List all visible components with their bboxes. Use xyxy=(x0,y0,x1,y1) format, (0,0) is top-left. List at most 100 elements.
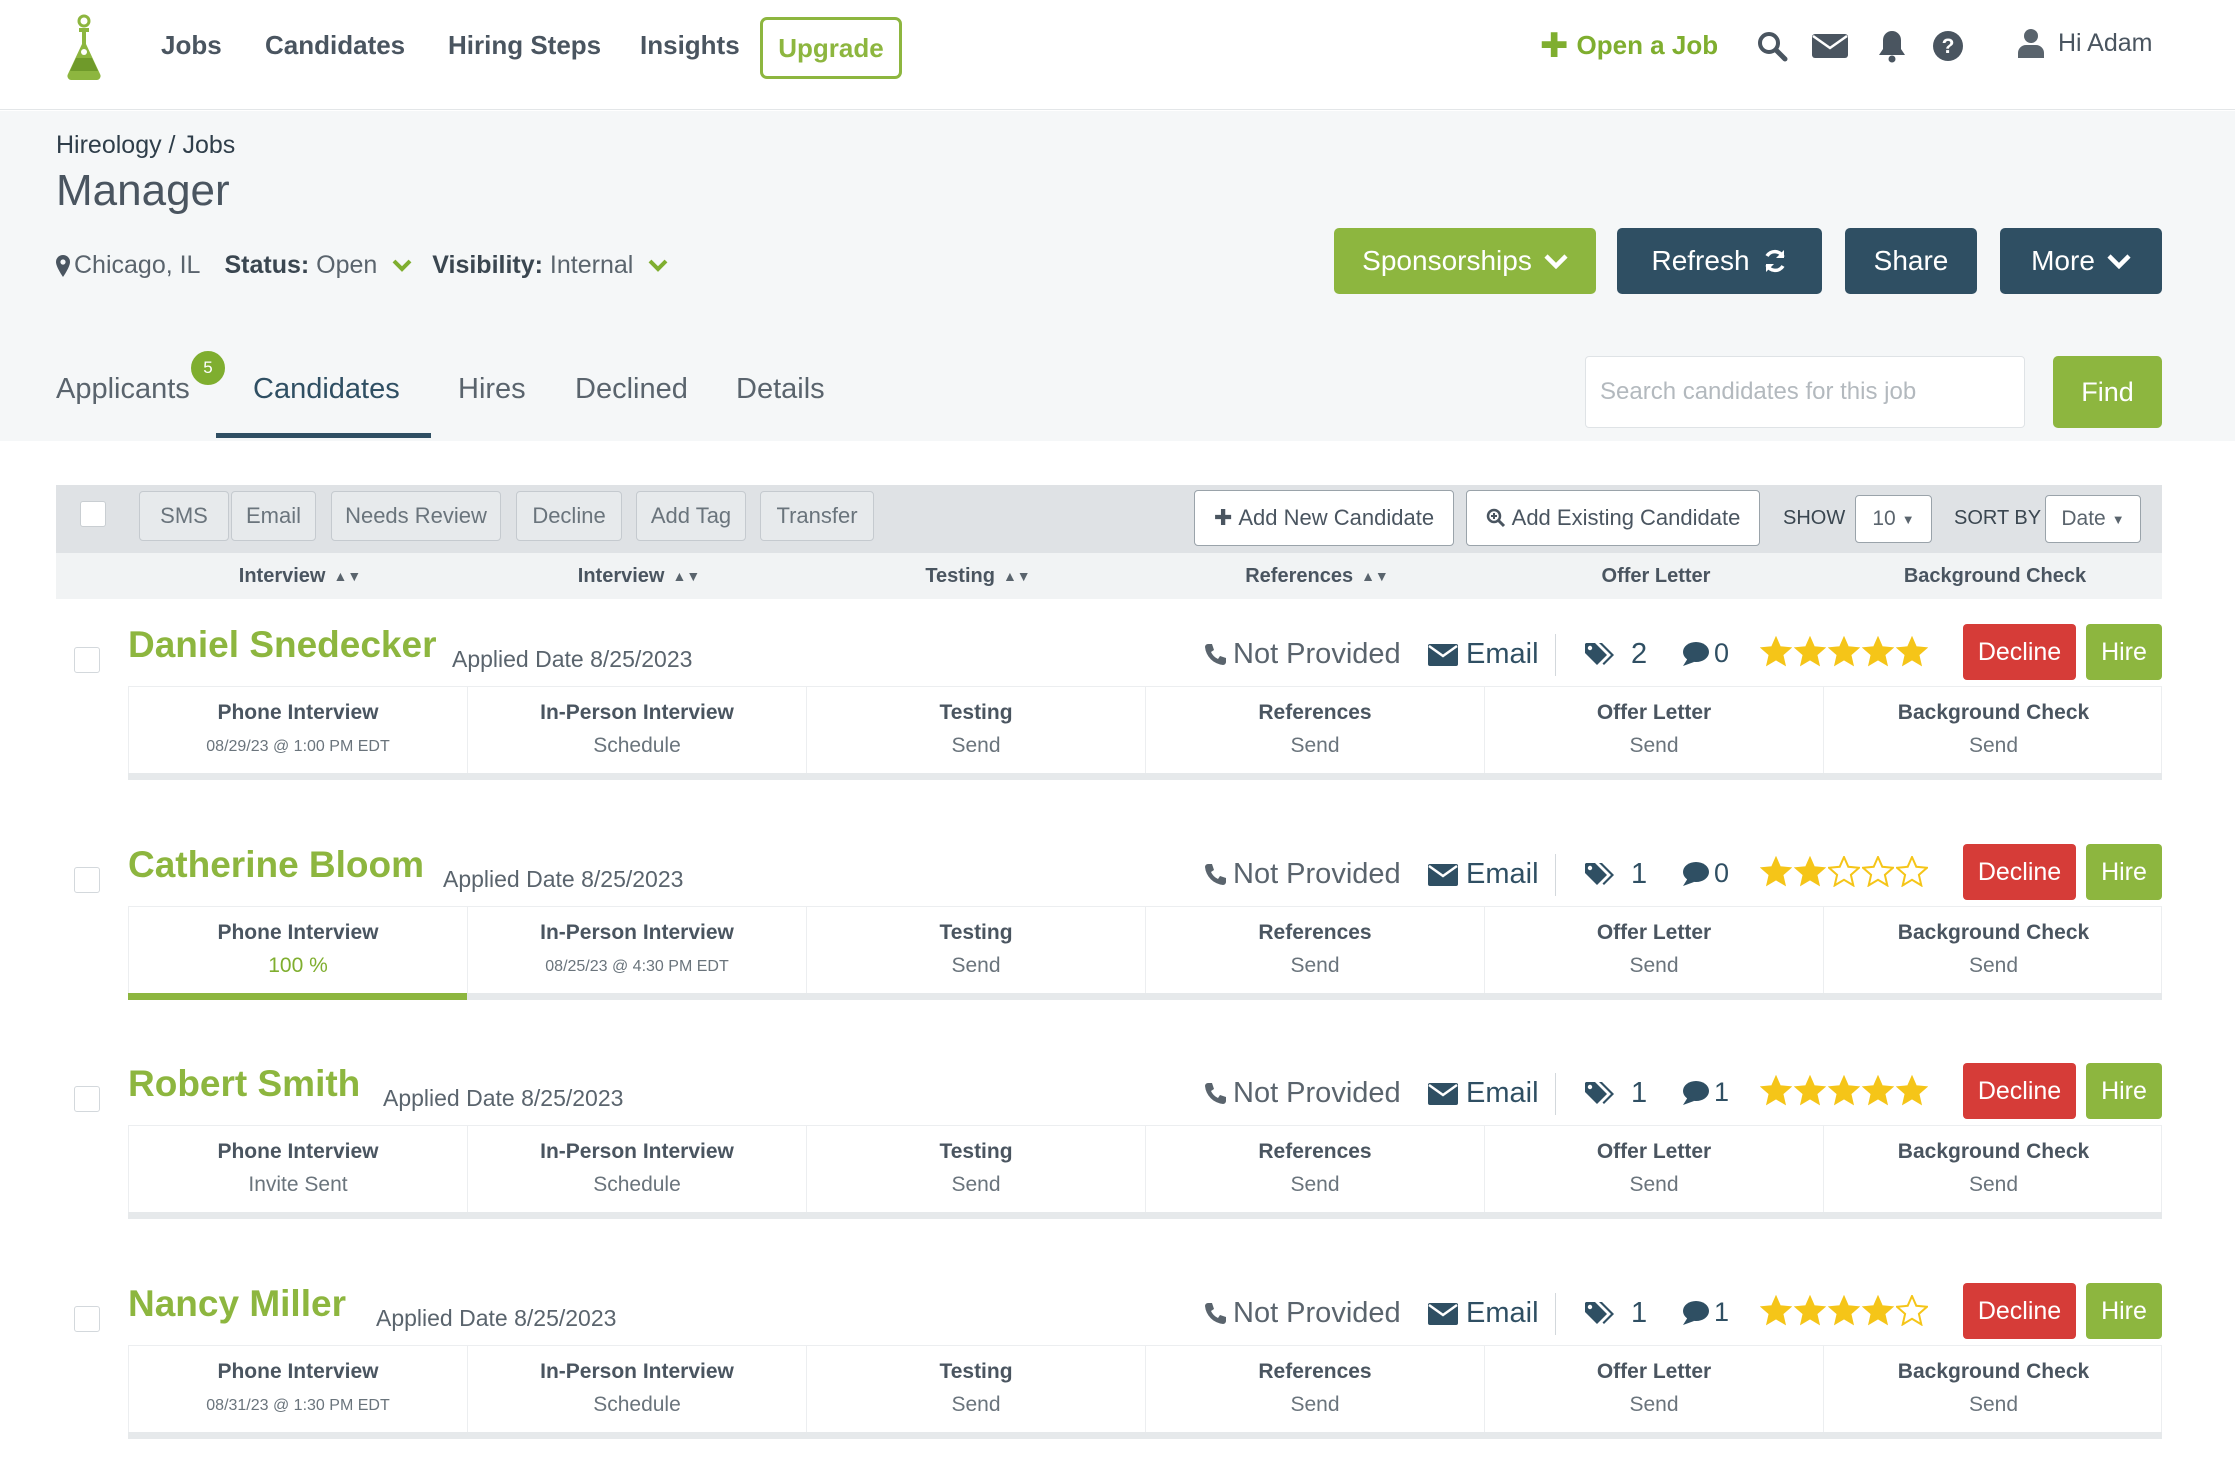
hiring-step-cell[interactable]: Phone Interview 08/29/23 @ 1:00 PM EDT xyxy=(129,687,468,773)
upgrade-button[interactable]: Upgrade xyxy=(760,17,902,79)
add-new-candidate-button[interactable]: ✚ Add New Candidate xyxy=(1194,490,1454,546)
candidate-name[interactable]: Daniel Snedecker xyxy=(128,624,437,665)
column-header[interactable]: Interview ▲▼ xyxy=(130,565,470,588)
candidate-tags[interactable]: 2 xyxy=(1585,638,1647,671)
decline-button[interactable]: Decline xyxy=(1963,844,2076,900)
decline-button[interactable]: Decline xyxy=(1963,624,2076,680)
tab-details[interactable]: Details xyxy=(736,373,825,405)
star-filled-icon[interactable] xyxy=(1760,1295,1792,1326)
add-existing-candidate-button[interactable]: Add Existing Candidate xyxy=(1466,490,1760,546)
star-filled-icon[interactable] xyxy=(1760,636,1792,667)
star-empty-icon[interactable] xyxy=(1828,856,1860,887)
candidate-comments[interactable]: 1 xyxy=(1680,1297,1729,1328)
help-icon[interactable]: ? xyxy=(1930,28,1966,64)
refresh-button[interactable]: Refresh xyxy=(1617,228,1822,294)
star-filled-icon[interactable] xyxy=(1862,1295,1894,1326)
hiring-step-cell[interactable]: References Send xyxy=(1146,1346,1485,1432)
star-filled-icon[interactable] xyxy=(1794,1295,1826,1326)
tab-hires[interactable]: Hires xyxy=(458,373,526,405)
decline-button[interactable]: Decline xyxy=(1963,1063,2076,1119)
hire-button[interactable]: Hire xyxy=(2086,1063,2162,1119)
needs-review-button[interactable]: Needs Review xyxy=(331,491,501,541)
nav-jobs[interactable]: Jobs xyxy=(161,30,222,60)
star-empty-icon[interactable] xyxy=(1896,1295,1928,1326)
candidate-comments[interactable]: 1 xyxy=(1680,1077,1729,1108)
hiring-step-cell[interactable]: Testing Send xyxy=(807,687,1146,773)
star-rating[interactable] xyxy=(1760,856,1928,887)
hiring-step-cell[interactable]: Phone Interview 100 % xyxy=(129,907,468,993)
decline-button[interactable]: Decline xyxy=(1963,1283,2076,1339)
more-button[interactable]: More xyxy=(2000,228,2162,294)
hiring-step-cell[interactable]: In-Person Interview Schedule xyxy=(468,1346,807,1432)
sponsorships-button[interactable]: Sponsorships xyxy=(1334,228,1596,294)
hiring-step-cell[interactable]: Testing Send xyxy=(807,1346,1146,1432)
star-filled-icon[interactable] xyxy=(1896,636,1928,667)
tab-candidates[interactable]: Candidates xyxy=(253,373,400,405)
hiring-step-cell[interactable]: In-Person Interview Schedule xyxy=(468,687,807,773)
hiring-step-cell[interactable]: References Send xyxy=(1146,687,1485,773)
star-filled-icon[interactable] xyxy=(1794,1075,1826,1106)
star-filled-icon[interactable] xyxy=(1862,636,1894,667)
hiring-step-cell[interactable]: In-Person Interview Schedule xyxy=(468,1126,807,1212)
hiring-step-cell[interactable]: Background Check Send xyxy=(1824,1346,2163,1432)
hireology-logo-icon[interactable] xyxy=(58,14,110,84)
candidate-tags[interactable]: 1 xyxy=(1585,858,1647,891)
search-icon[interactable] xyxy=(1754,28,1790,64)
add-tag-button[interactable]: Add Tag xyxy=(636,491,746,541)
hiring-step-cell[interactable]: Background Check Send xyxy=(1824,1126,2163,1212)
star-filled-icon[interactable] xyxy=(1794,856,1826,887)
breadcrumb-jobs[interactable]: Jobs xyxy=(182,131,236,159)
nav-hiring-steps[interactable]: Hiring Steps xyxy=(448,30,602,60)
hiring-step-cell[interactable]: Testing Send xyxy=(807,907,1146,993)
candidate-name[interactable]: Catherine Bloom xyxy=(128,844,425,885)
nav-insights[interactable]: Insights xyxy=(640,30,740,60)
hiring-step-cell[interactable]: Offer Letter Send xyxy=(1485,1126,1824,1212)
candidate-email-link[interactable]: Email xyxy=(1428,858,1539,891)
hiring-step-cell[interactable]: Testing Send xyxy=(807,1126,1146,1212)
bell-icon[interactable] xyxy=(1874,28,1910,64)
share-button[interactable]: Share xyxy=(1845,228,1977,294)
hiring-step-cell[interactable]: Phone Interview 08/31/23 @ 1:30 PM EDT xyxy=(129,1346,468,1432)
sms-button[interactable]: SMS xyxy=(139,491,229,541)
hiring-step-cell[interactable]: Offer Letter Send xyxy=(1485,687,1824,773)
hiring-step-cell[interactable]: Offer Letter Send xyxy=(1485,1346,1824,1432)
candidate-name[interactable]: Nancy Miller xyxy=(128,1283,346,1324)
envelope-icon[interactable] xyxy=(1812,28,1848,64)
candidate-checkbox[interactable] xyxy=(74,1086,100,1112)
star-rating[interactable] xyxy=(1760,1295,1928,1326)
candidate-checkbox[interactable] xyxy=(74,647,100,673)
nav-candidates[interactable]: Candidates xyxy=(265,30,406,60)
transfer-button[interactable]: Transfer xyxy=(760,491,874,541)
star-empty-icon[interactable] xyxy=(1896,856,1928,887)
tab-applicants[interactable]: Applicants xyxy=(56,373,190,405)
column-header[interactable]: Testing ▲▼ xyxy=(808,565,1148,588)
tab-declined[interactable]: Declined xyxy=(575,373,688,405)
user-menu[interactable]: Hi Adam xyxy=(2018,28,2152,58)
star-filled-icon[interactable] xyxy=(1760,1075,1792,1106)
star-empty-icon[interactable] xyxy=(1862,856,1894,887)
hiring-step-cell[interactable]: Background Check Send xyxy=(1824,907,2163,993)
hiring-step-cell[interactable]: Background Check Send xyxy=(1824,687,2163,773)
breadcrumb-hireology[interactable]: Hireology xyxy=(56,131,162,159)
column-header[interactable]: Interview ▲▼ xyxy=(469,565,809,588)
find-button[interactable]: Find xyxy=(2053,356,2162,428)
hiring-step-cell[interactable]: Offer Letter Send xyxy=(1485,907,1824,993)
star-rating[interactable] xyxy=(1760,1075,1928,1106)
hiring-step-cell[interactable]: Phone Interview Invite Sent xyxy=(129,1126,468,1212)
candidate-name[interactable]: Robert Smith xyxy=(128,1063,361,1104)
candidate-checkbox[interactable] xyxy=(74,867,100,893)
sort-by-select[interactable]: Date ▼ xyxy=(2045,495,2141,543)
hire-button[interactable]: Hire xyxy=(2086,1283,2162,1339)
hiring-step-cell[interactable]: In-Person Interview 08/25/23 @ 4:30 PM ED… xyxy=(468,907,807,993)
open-job-button[interactable]: ✚ Open a Job xyxy=(1540,29,1718,63)
email-button[interactable]: Email xyxy=(231,491,316,541)
candidate-tags[interactable]: 1 xyxy=(1585,1077,1647,1110)
hire-button[interactable]: Hire xyxy=(2086,844,2162,900)
star-filled-icon[interactable] xyxy=(1760,856,1792,887)
star-filled-icon[interactable] xyxy=(1794,636,1826,667)
candidate-comments[interactable]: 0 xyxy=(1680,638,1729,669)
candidate-comments[interactable]: 0 xyxy=(1680,858,1729,889)
hire-button[interactable]: Hire xyxy=(2086,624,2162,680)
status-dropdown[interactable]: Status: Open xyxy=(224,251,412,280)
column-header[interactable]: References ▲▼ xyxy=(1147,565,1487,588)
